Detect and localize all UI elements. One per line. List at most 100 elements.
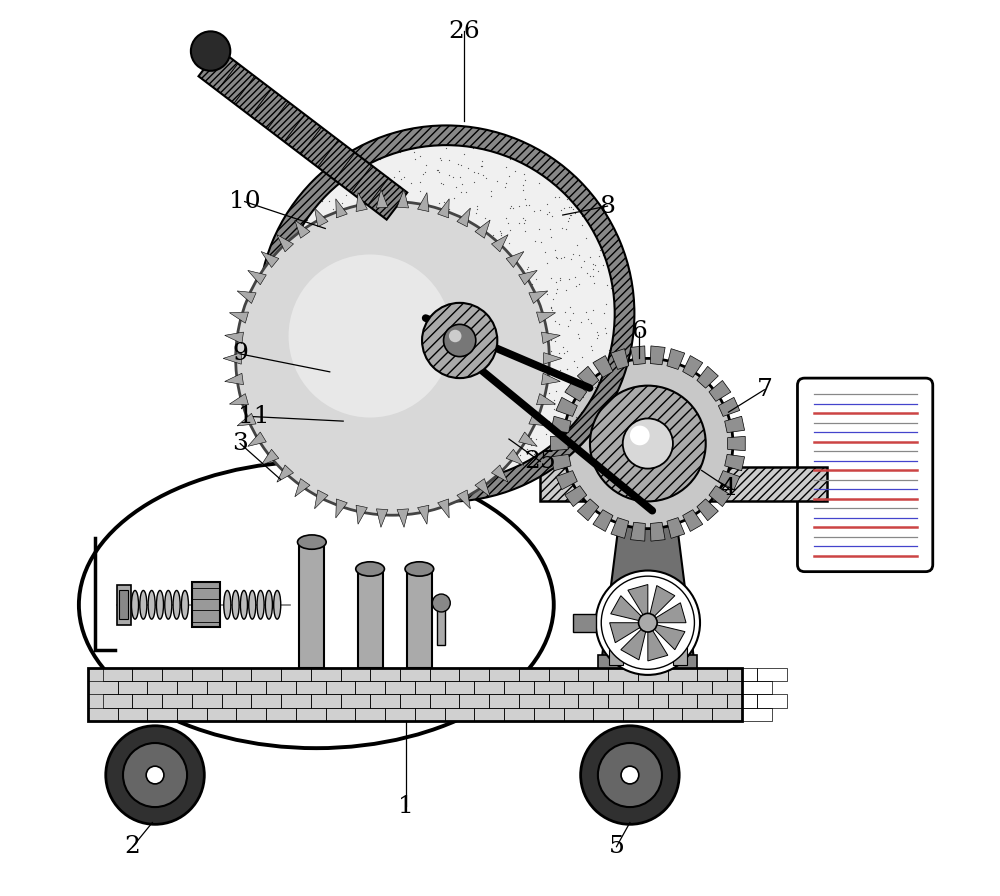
Point — [481, 244, 497, 258]
Point — [474, 435, 490, 450]
Point — [360, 340, 376, 354]
Bar — [564, 681, 593, 694]
Polygon shape — [709, 486, 731, 506]
Point — [396, 170, 412, 185]
Point — [521, 197, 537, 211]
Point — [553, 395, 569, 409]
Point — [334, 261, 350, 275]
Point — [430, 378, 446, 392]
Point — [322, 282, 338, 297]
Point — [358, 227, 374, 241]
Point — [587, 380, 603, 394]
Ellipse shape — [265, 590, 272, 619]
Point — [344, 394, 360, 409]
Point — [400, 235, 416, 249]
Polygon shape — [541, 374, 560, 384]
Point — [429, 269, 445, 283]
Point — [433, 152, 449, 167]
Point — [541, 205, 557, 220]
Point — [483, 184, 499, 198]
Point — [512, 363, 528, 377]
Polygon shape — [457, 490, 470, 509]
Point — [393, 278, 409, 292]
Point — [546, 441, 562, 455]
Point — [498, 323, 514, 338]
Point — [421, 252, 437, 266]
Point — [279, 267, 295, 281]
Point — [529, 314, 545, 328]
Point — [360, 263, 376, 278]
Point — [306, 322, 322, 336]
Point — [425, 220, 441, 234]
Point — [573, 315, 589, 330]
Point — [381, 426, 397, 440]
Point — [441, 202, 457, 216]
Point — [466, 269, 482, 283]
Point — [485, 295, 501, 309]
Point — [543, 301, 559, 315]
Point — [413, 355, 429, 369]
Point — [459, 138, 475, 152]
Point — [480, 323, 496, 337]
Point — [286, 329, 302, 343]
Point — [528, 406, 544, 420]
Point — [319, 351, 335, 366]
Point — [447, 214, 463, 228]
Point — [328, 333, 344, 348]
Point — [386, 311, 402, 325]
Polygon shape — [577, 366, 599, 388]
Point — [512, 354, 528, 368]
Point — [517, 299, 533, 314]
Bar — [281, 668, 311, 681]
Polygon shape — [506, 449, 524, 465]
Point — [488, 237, 504, 251]
Point — [330, 175, 346, 189]
Point — [515, 366, 531, 381]
Point — [314, 275, 330, 289]
Point — [300, 304, 316, 318]
Point — [578, 230, 594, 245]
Polygon shape — [544, 353, 562, 364]
Point — [600, 353, 616, 367]
Point — [369, 379, 385, 393]
Point — [562, 299, 578, 314]
Bar — [638, 668, 668, 681]
Point — [327, 337, 343, 351]
Ellipse shape — [181, 590, 188, 619]
Point — [439, 352, 455, 366]
Point — [364, 233, 380, 247]
Point — [443, 329, 459, 343]
Point — [551, 317, 567, 332]
Point — [508, 373, 524, 387]
Point — [543, 299, 559, 314]
Point — [520, 349, 536, 363]
Point — [299, 212, 315, 227]
Point — [483, 251, 499, 265]
Point — [589, 331, 605, 345]
Point — [361, 326, 377, 340]
Point — [463, 383, 479, 397]
Point — [349, 176, 365, 190]
Point — [354, 288, 370, 302]
Bar — [177, 681, 207, 694]
Point — [513, 273, 529, 288]
Point — [328, 270, 344, 284]
Point — [438, 142, 454, 156]
Point — [467, 467, 483, 481]
Point — [297, 313, 313, 327]
Point — [443, 269, 459, 283]
Point — [556, 346, 572, 360]
Point — [531, 413, 547, 427]
Bar — [534, 708, 564, 721]
Bar — [415, 681, 445, 694]
Point — [465, 142, 481, 156]
Point — [512, 448, 528, 462]
Point — [351, 214, 367, 228]
Point — [516, 295, 532, 309]
Point — [500, 216, 516, 230]
Point — [281, 283, 297, 297]
Bar — [682, 681, 712, 694]
Bar — [534, 681, 564, 694]
Point — [514, 355, 530, 369]
Point — [492, 224, 508, 238]
